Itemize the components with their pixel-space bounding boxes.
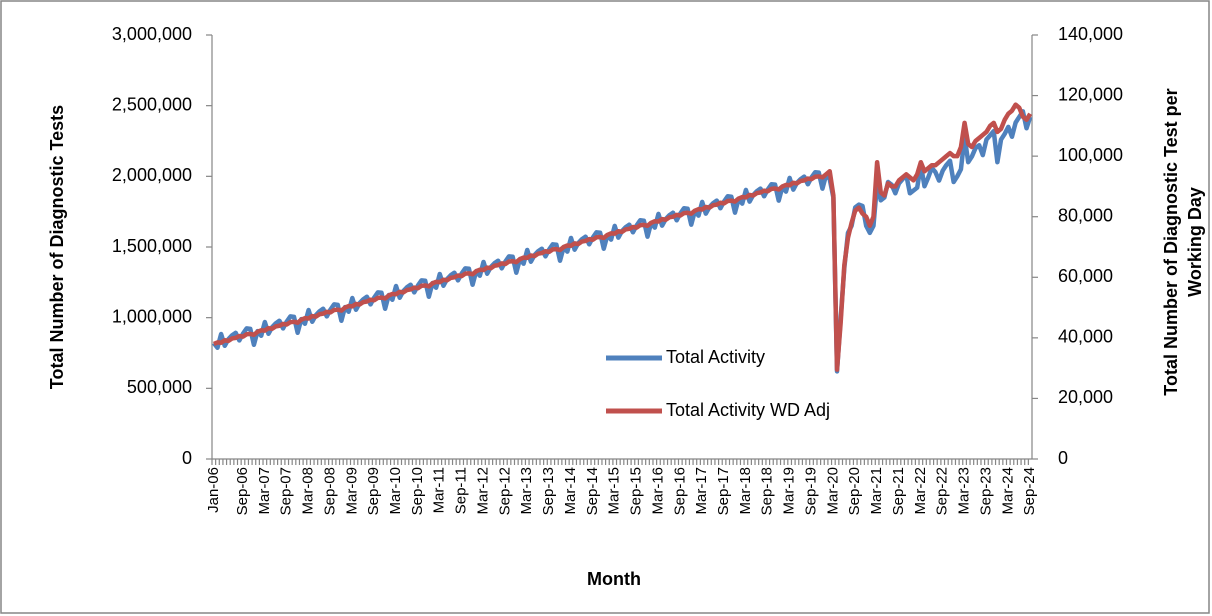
legend-label: Total Activity — [666, 347, 765, 367]
y2-tick-label: 20,000 — [1058, 387, 1113, 407]
x-tick-label: Mar-09 — [343, 467, 360, 515]
x-tick-label: Sep-10 — [409, 467, 426, 515]
x-tick-label: Mar-15 — [606, 467, 623, 515]
x-tick-label: Mar-08 — [300, 467, 317, 515]
x-tick-label: Mar-24 — [999, 467, 1016, 515]
x-tick-label: Mar-11 — [431, 467, 448, 513]
x-tick-label: Mar-14 — [562, 467, 579, 515]
y-axis-title: Total Number of Diagnostic Tests — [47, 105, 67, 389]
x-tick-label: Sep-21 — [890, 467, 907, 515]
y-tick-label: 500,000 — [127, 377, 192, 397]
x-tick-label: Mar-10 — [387, 467, 404, 515]
y2-tick-label: 140,000 — [1058, 24, 1123, 44]
y2-axis-title: Working Day — [1185, 187, 1205, 297]
x-tick-label: Sep-20 — [846, 467, 863, 515]
x-tick-label: Mar-21 — [868, 467, 885, 515]
x-tick-label: Sep-16 — [671, 467, 688, 515]
x-tick-label: Sep-09 — [365, 467, 382, 515]
legend-label: Total Activity WD Adj — [666, 400, 830, 420]
x-tick-label: Mar-23 — [956, 467, 973, 515]
x-tick-label: Sep-18 — [759, 467, 776, 515]
x-tick-label: Sep-17 — [715, 467, 732, 515]
x-tick-label: Sep-14 — [584, 467, 601, 515]
x-tick-label: Sep-13 — [540, 467, 557, 515]
y2-tick-label: 100,000 — [1058, 145, 1123, 165]
x-tick-label: Sep-06 — [234, 467, 251, 515]
x-axis-title: Month — [587, 569, 641, 589]
x-tick-label: Mar-07 — [256, 467, 273, 515]
x-tick-label: Sep-11 — [453, 467, 470, 514]
x-tick-label: Mar-20 — [824, 467, 841, 515]
x-tick-label: Mar-19 — [781, 467, 798, 515]
x-tick-label: Sep-19 — [802, 467, 819, 515]
series-line — [212, 102, 1033, 372]
x-tick-label: Sep-12 — [496, 467, 513, 515]
y2-tick-label: 40,000 — [1058, 327, 1113, 347]
x-tick-label: Sep-08 — [321, 467, 338, 515]
y-tick-label: 2,500,000 — [112, 94, 192, 114]
x-tick-label: Mar-22 — [912, 467, 929, 515]
x-tick-label: Sep-22 — [934, 467, 951, 515]
y-tick-label: 2,000,000 — [112, 165, 192, 185]
y-tick-label: 0 — [182, 448, 192, 468]
y2-axis-title: Total Number of Diagnostic Test per — [1161, 88, 1181, 395]
x-tick-label: Mar-18 — [737, 467, 754, 515]
y2-tick-label: 80,000 — [1058, 205, 1113, 225]
y-tick-label: 1,000,000 — [112, 306, 192, 326]
x-tick-label: Mar-17 — [693, 467, 710, 515]
x-tick-label: Mar-12 — [474, 467, 491, 515]
y-tick-label: 1,500,000 — [112, 236, 192, 256]
x-tick-label: Mar-13 — [518, 467, 535, 515]
x-tick-label: Mar-16 — [649, 467, 666, 515]
y2-tick-label: 0 — [1058, 448, 1068, 468]
x-tick-label: Sep-15 — [628, 467, 645, 515]
x-tick-label: Sep-07 — [278, 467, 295, 515]
y2-tick-label: 60,000 — [1058, 266, 1113, 286]
y-tick-label: 3,000,000 — [112, 24, 192, 44]
x-tick-label: Jan-06 — [205, 467, 222, 513]
x-tick-label: Sep-24 — [1021, 467, 1038, 515]
y2-tick-label: 120,000 — [1058, 84, 1123, 104]
x-tick-label: Sep-23 — [977, 467, 994, 515]
